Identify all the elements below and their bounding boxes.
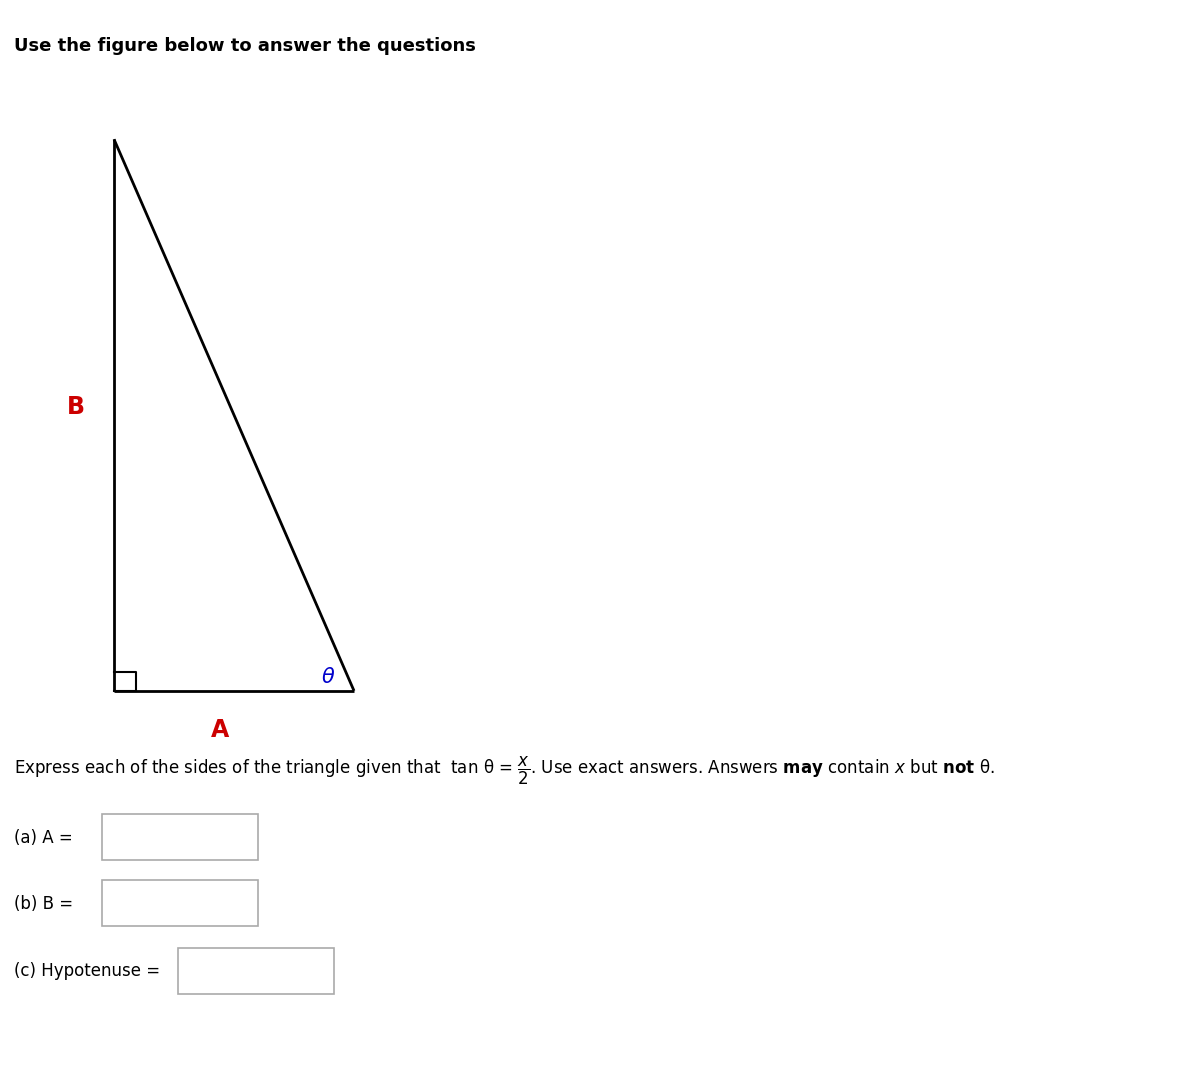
Text: B: B (67, 395, 84, 419)
Bar (178, 948, 334, 994)
Text: θ: θ (322, 667, 334, 687)
Text: (a) A =: (a) A = (14, 829, 73, 846)
Text: Express each of the sides of the triangle given that  tan θ = $\dfrac{x}{2}$. Us: Express each of the sides of the triangl… (14, 755, 995, 787)
Text: Use the figure below to answer the questions: Use the figure below to answer the quest… (14, 37, 476, 56)
Text: (b) B =: (b) B = (14, 895, 73, 912)
Bar (102, 880, 258, 926)
Bar (102, 814, 258, 860)
Text: (c) Hypotenuse =: (c) Hypotenuse = (14, 963, 161, 980)
Text: A: A (210, 719, 229, 742)
